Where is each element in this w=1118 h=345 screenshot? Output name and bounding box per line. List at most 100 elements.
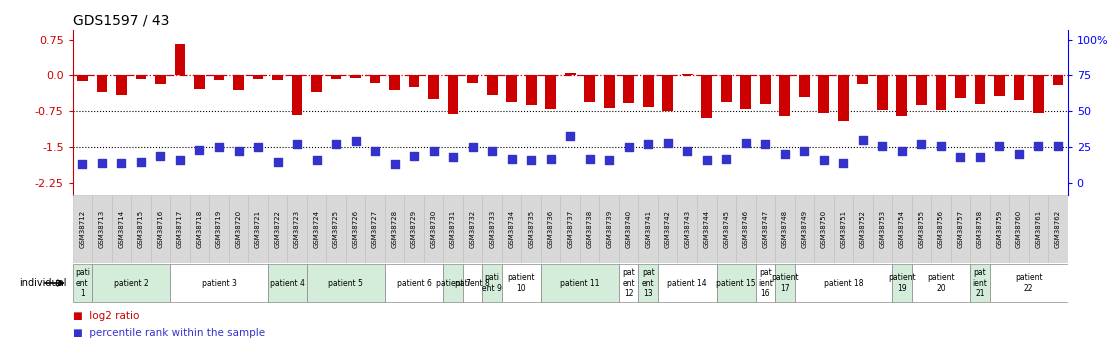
- Bar: [975, 76, 985, 104]
- Bar: [306, 264, 385, 302]
- Bar: [756, 195, 775, 263]
- Text: GSM38724: GSM38724: [313, 210, 320, 248]
- Point: [815, 157, 833, 163]
- Bar: [892, 264, 911, 302]
- Bar: [659, 264, 717, 302]
- Text: GSM38755: GSM38755: [918, 210, 925, 248]
- Text: GSM38737: GSM38737: [567, 210, 574, 248]
- Bar: [795, 195, 814, 263]
- Bar: [892, 195, 911, 263]
- Text: GSM38750: GSM38750: [821, 210, 827, 248]
- Text: GSM38749: GSM38749: [802, 210, 807, 248]
- Bar: [580, 195, 599, 263]
- Text: GSM38751: GSM38751: [841, 210, 846, 248]
- Text: GSM38734: GSM38734: [509, 210, 514, 248]
- Text: GSM38741: GSM38741: [645, 210, 651, 248]
- Text: patient 15: patient 15: [717, 278, 756, 287]
- Bar: [463, 264, 482, 302]
- Point: [1049, 143, 1067, 148]
- Text: individual: individual: [20, 278, 67, 288]
- Point: [873, 143, 891, 148]
- Text: GSM38723: GSM38723: [294, 210, 300, 248]
- Text: GSM38746: GSM38746: [742, 210, 749, 248]
- Text: GSM38736: GSM38736: [548, 210, 553, 248]
- Bar: [541, 264, 619, 302]
- Bar: [272, 76, 283, 80]
- Text: GSM38747: GSM38747: [762, 210, 768, 248]
- Bar: [697, 195, 717, 263]
- Bar: [565, 73, 576, 76]
- Bar: [638, 264, 659, 302]
- Bar: [366, 195, 385, 263]
- Bar: [585, 76, 595, 102]
- Text: patient 14: patient 14: [667, 278, 707, 287]
- Bar: [506, 76, 517, 102]
- Point: [912, 141, 930, 147]
- Text: patient
22: patient 22: [1015, 273, 1042, 293]
- Bar: [151, 195, 170, 263]
- Bar: [619, 264, 638, 302]
- Bar: [911, 264, 970, 302]
- Point: [307, 157, 325, 163]
- Bar: [214, 76, 225, 80]
- Point: [93, 160, 111, 166]
- Bar: [521, 195, 541, 263]
- Bar: [170, 195, 190, 263]
- Bar: [624, 76, 634, 103]
- Bar: [662, 76, 673, 111]
- Bar: [135, 76, 146, 79]
- Bar: [112, 195, 131, 263]
- Bar: [775, 264, 795, 302]
- Point: [503, 156, 521, 161]
- Point: [795, 149, 813, 154]
- Bar: [989, 195, 1010, 263]
- Text: GSM38743: GSM38743: [684, 210, 690, 248]
- Text: pat
ient
21: pat ient 21: [973, 268, 987, 298]
- Point: [991, 143, 1008, 148]
- Bar: [897, 76, 907, 116]
- Point: [268, 159, 286, 164]
- Point: [893, 149, 911, 154]
- Bar: [911, 195, 931, 263]
- Bar: [877, 76, 888, 110]
- Text: GSM38717: GSM38717: [177, 210, 183, 248]
- Bar: [447, 76, 458, 114]
- Text: GSM38730: GSM38730: [430, 210, 437, 248]
- Bar: [1052, 76, 1063, 85]
- Bar: [190, 195, 209, 263]
- Point: [171, 157, 189, 163]
- Bar: [234, 76, 244, 90]
- Text: patient 11: patient 11: [560, 278, 599, 287]
- Text: GSM38718: GSM38718: [197, 210, 202, 248]
- Text: patient 2: patient 2: [114, 278, 149, 287]
- Bar: [229, 195, 248, 263]
- Point: [619, 145, 637, 150]
- Point: [425, 149, 443, 154]
- Bar: [760, 76, 770, 104]
- Bar: [486, 76, 498, 95]
- Point: [347, 139, 364, 144]
- Point: [386, 161, 404, 167]
- Text: patient
10: patient 10: [508, 273, 536, 293]
- Bar: [287, 195, 306, 263]
- Bar: [970, 264, 989, 302]
- Text: GSM38761: GSM38761: [1035, 210, 1042, 248]
- Text: GSM38733: GSM38733: [490, 210, 495, 248]
- Bar: [717, 195, 736, 263]
- Text: pat
ient
16: pat ient 16: [758, 268, 773, 298]
- Text: patient
19: patient 19: [888, 273, 916, 293]
- Bar: [970, 195, 989, 263]
- Point: [152, 153, 170, 159]
- Text: pati
ent
1: pati ent 1: [75, 268, 89, 298]
- Text: GSM38725: GSM38725: [333, 210, 339, 248]
- Point: [679, 149, 697, 154]
- Bar: [1049, 195, 1068, 263]
- Point: [600, 157, 618, 163]
- Bar: [799, 76, 809, 97]
- Text: GSM38719: GSM38719: [216, 210, 222, 248]
- Bar: [268, 195, 287, 263]
- Bar: [756, 264, 775, 302]
- Bar: [268, 264, 306, 302]
- Bar: [116, 76, 126, 95]
- Bar: [717, 264, 756, 302]
